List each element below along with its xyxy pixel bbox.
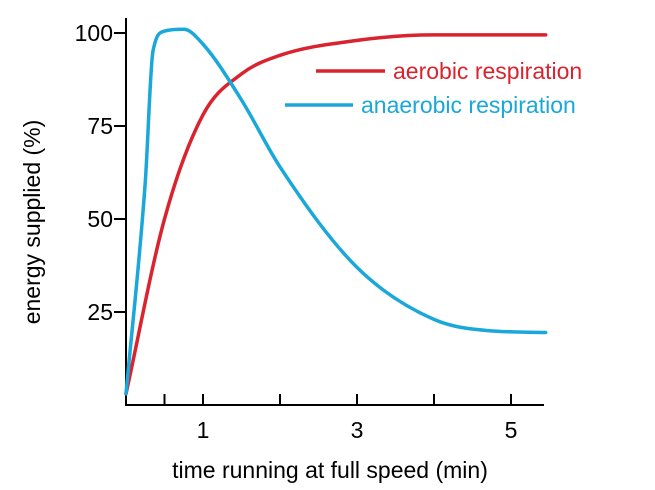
x-axis-title: time running at full speed (min) [172, 457, 488, 483]
y-tick-label: 50 [87, 206, 113, 232]
y-tick-label: 25 [87, 299, 113, 325]
series [124, 27, 548, 396]
y-tick-label: 75 [87, 113, 113, 139]
axes [125, 18, 544, 406]
legend-label-anaerobic-respiration: anaerobic respiration [361, 92, 576, 118]
y-tick-label: 100 [75, 20, 113, 46]
ticks: 1 3 5 25 50 75 100 [75, 20, 518, 443]
legend-label-aerobic-respiration: aerobic respiration [393, 58, 582, 84]
y-axis-title: energy supplied (%) [19, 120, 45, 325]
anaerobic-respiration-line [124, 27, 548, 396]
aerobic-respiration-line [124, 33, 548, 396]
legend: aerobic respiration anaerobic respiration [285, 58, 582, 118]
x-tick-label: 5 [505, 417, 518, 443]
x-tick-label: 1 [197, 417, 210, 443]
x-tick-label: 3 [351, 417, 364, 443]
